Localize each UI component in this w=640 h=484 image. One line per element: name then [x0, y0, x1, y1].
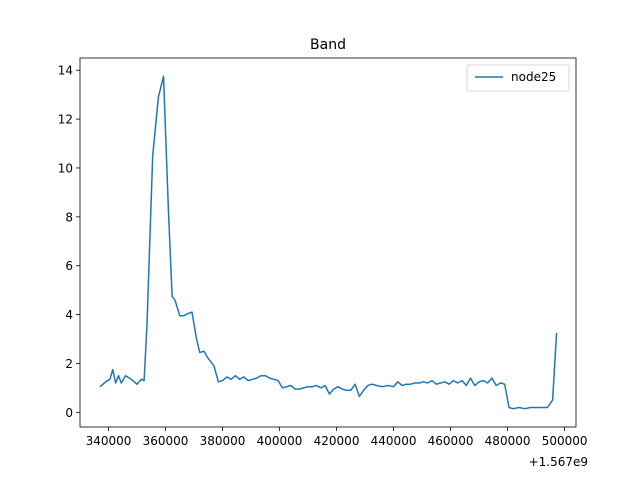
y-tick-label: 14 — [58, 64, 73, 78]
x-tick-label: 500000 — [542, 434, 588, 448]
x-tick-label: 440000 — [371, 434, 417, 448]
legend: node25 — [466, 64, 570, 92]
x-tick-label: 480000 — [485, 434, 531, 448]
y-tick-label: 10 — [58, 161, 73, 175]
x-tick-label: 400000 — [257, 434, 303, 448]
x-tick-label: 340000 — [86, 434, 132, 448]
legend-label-node25: node25 — [511, 70, 556, 84]
chart-title: Band — [310, 37, 346, 53]
y-tick-label: 12 — [58, 113, 73, 127]
y-axis: 0 2 4 6 8 10 12 14 — [58, 64, 80, 420]
plot-area-frame — [79, 57, 577, 428]
y-tick-label: 8 — [65, 210, 73, 224]
x-axis-offset-label: +1.567e9 — [529, 455, 588, 469]
y-tick-label: 6 — [65, 259, 73, 273]
y-tick-label: 2 — [65, 357, 73, 371]
x-tick-label: 420000 — [314, 434, 360, 448]
legend-box — [466, 64, 570, 92]
x-tick-label: 460000 — [428, 434, 474, 448]
x-tick-label: 380000 — [200, 434, 246, 448]
x-axis: 340000 360000 380000 400000 420000 440000 4600… — [86, 427, 588, 448]
x-tick-label: 360000 — [143, 434, 189, 448]
y-tick-label: 4 — [65, 308, 73, 322]
series-layer — [99, 75, 558, 410]
y-tick-label: 0 — [65, 406, 73, 420]
series-line-node25 — [99, 75, 558, 410]
